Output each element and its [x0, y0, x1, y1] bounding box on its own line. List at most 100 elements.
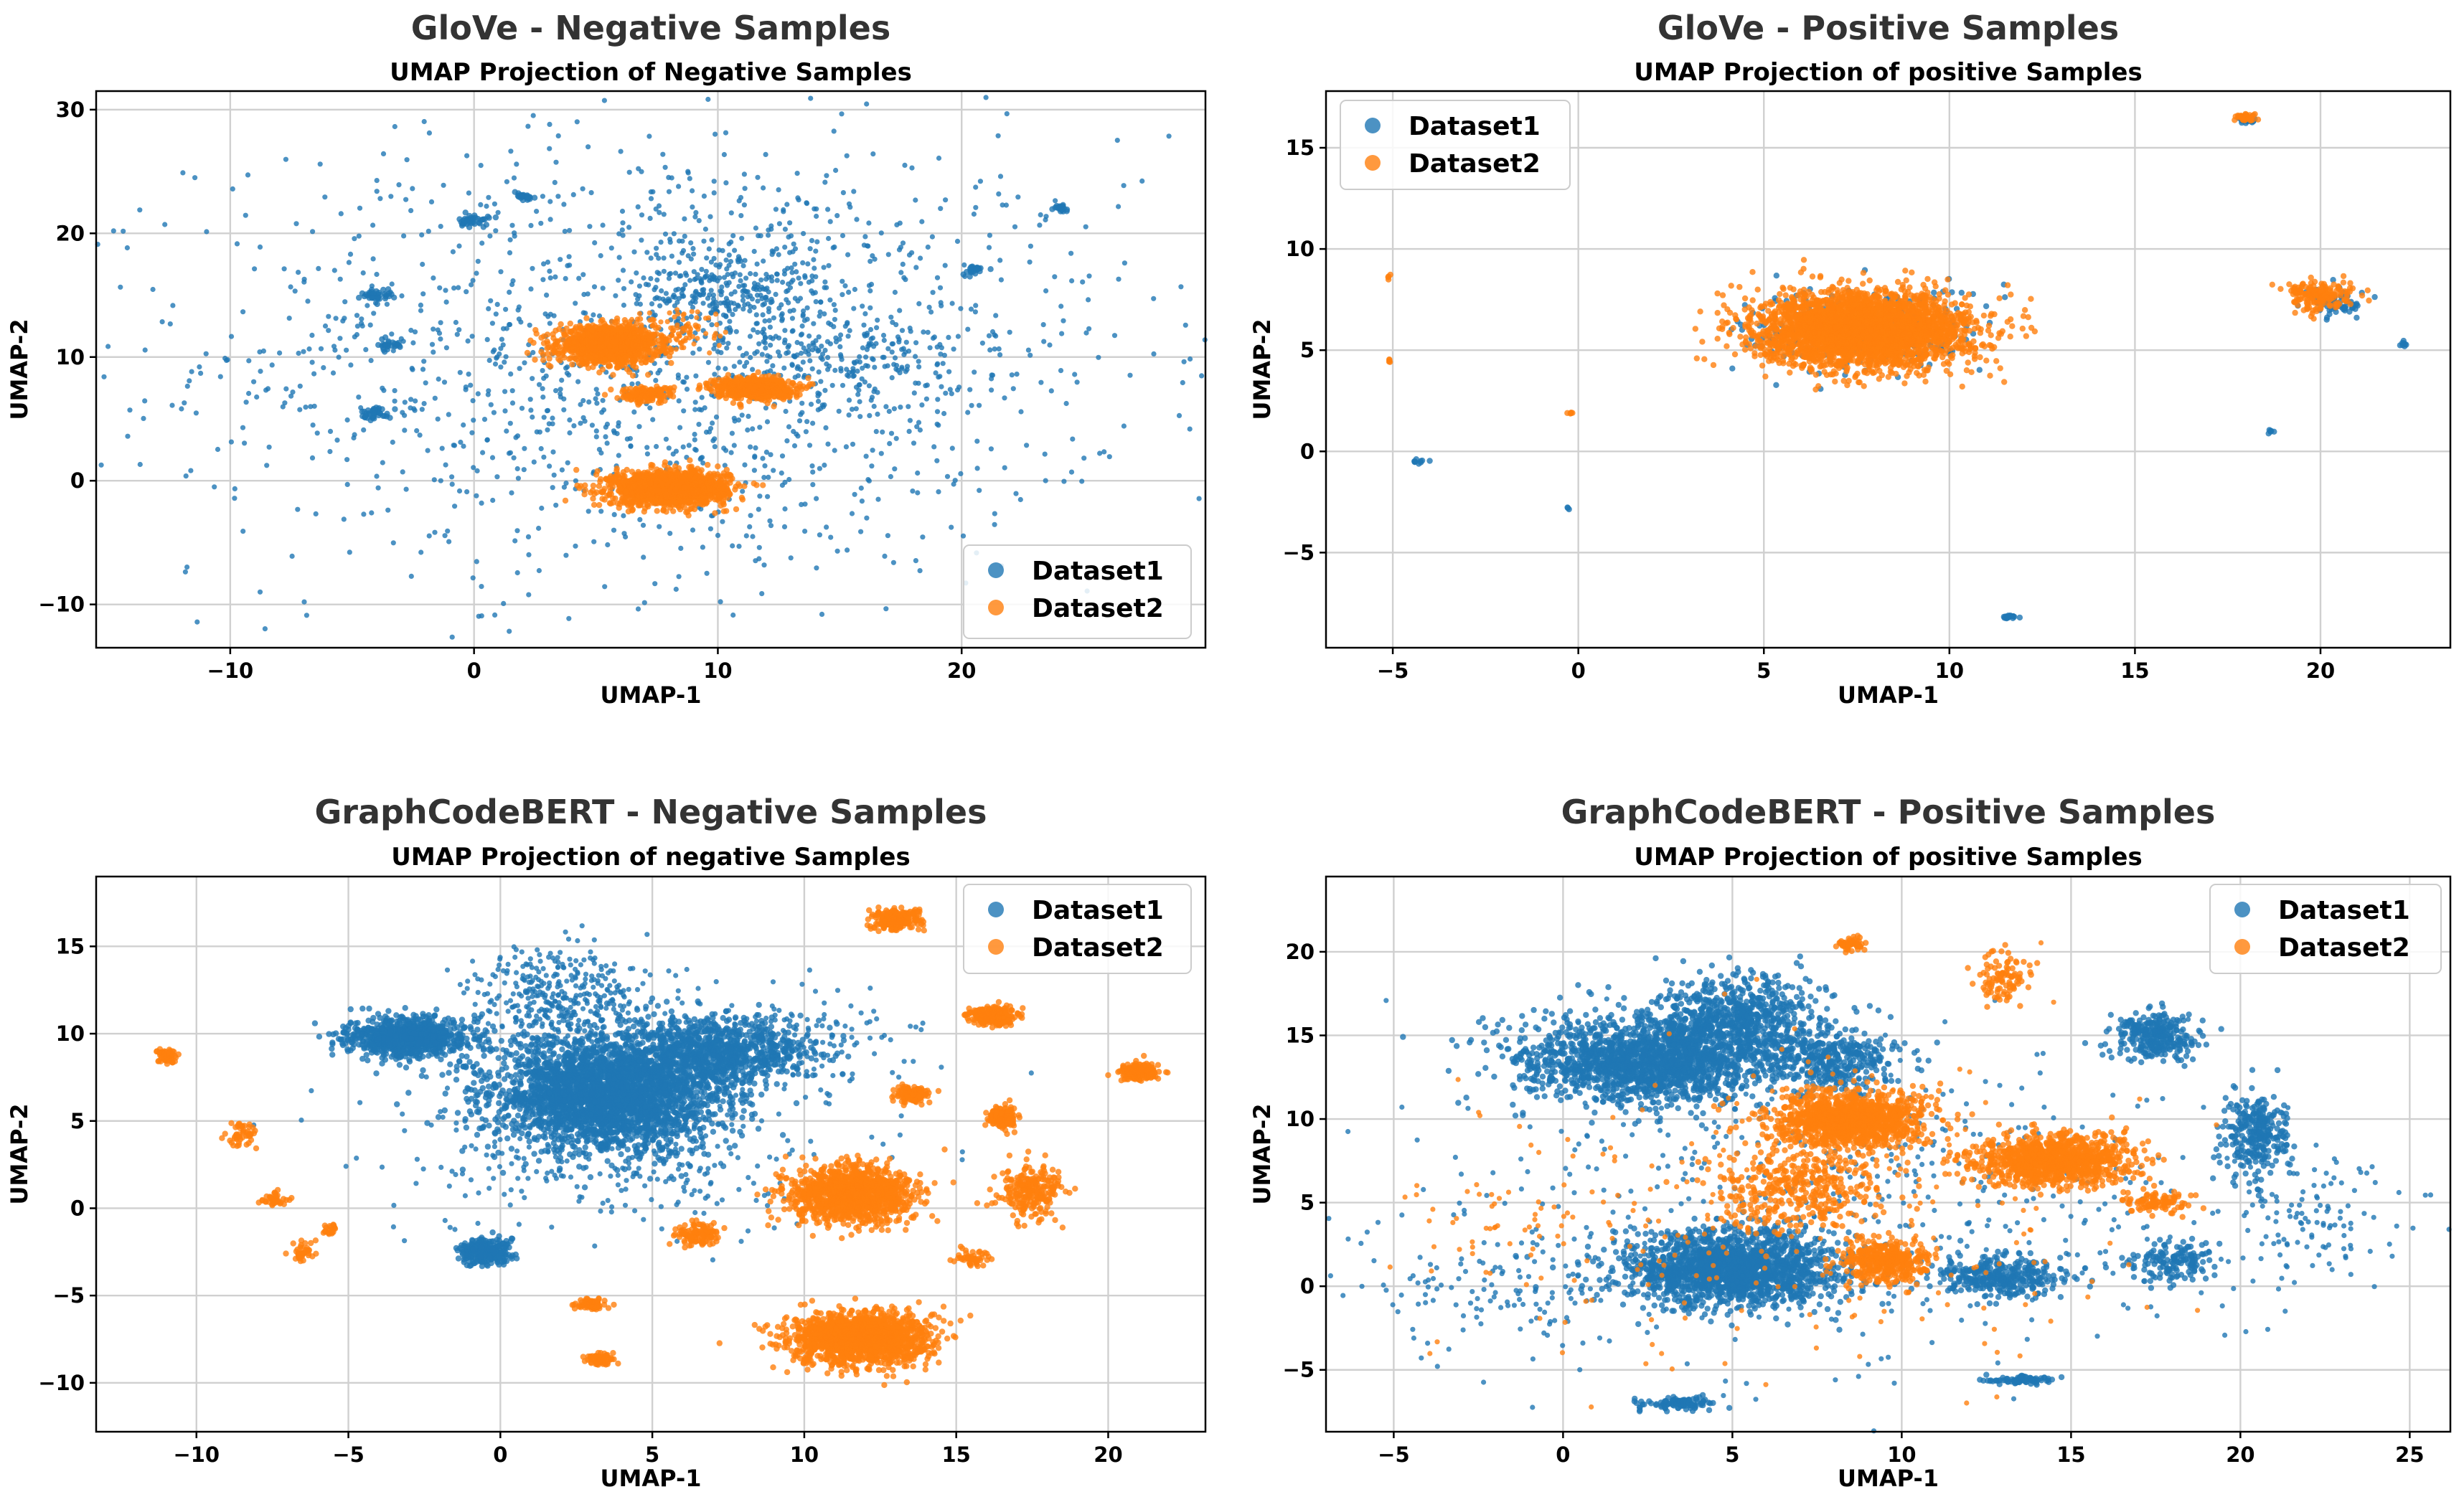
scatter-point [787, 220, 793, 226]
scatter-point [618, 148, 624, 154]
scatter-point [281, 266, 287, 272]
scatter-point [866, 383, 872, 389]
scatter-point [254, 394, 260, 400]
point-cluster [456, 209, 499, 230]
scatter-point [662, 459, 669, 466]
scatter-point [326, 328, 331, 334]
scatter-point [622, 499, 629, 505]
scatter-point [682, 282, 688, 288]
scatter-point [839, 356, 845, 362]
scatter-point [888, 473, 893, 480]
scatter-point [443, 462, 448, 468]
scatter-point [502, 359, 507, 365]
scatter-point [580, 272, 586, 278]
scatter-point [809, 463, 815, 469]
scatter-point [540, 395, 546, 400]
scatter-point [347, 251, 354, 257]
scatter-point [751, 480, 757, 487]
scatter-point [598, 509, 604, 514]
scatter-point [437, 285, 443, 291]
scatter-point [833, 339, 839, 345]
scatter-point [846, 289, 852, 295]
scatter-point [435, 416, 441, 422]
scatter-point [710, 292, 717, 298]
scatter-point [182, 400, 187, 406]
scatter-point [504, 179, 510, 184]
scatter-point [789, 316, 795, 321]
scatter-point [541, 454, 547, 460]
scatter-point [616, 453, 621, 458]
scatter-point [708, 259, 715, 265]
scatter-point [1038, 379, 1044, 385]
scatter-point [316, 265, 321, 271]
scatter-point [789, 362, 795, 367]
scatter-point [686, 443, 692, 448]
scatter-point [934, 275, 941, 280]
scatter-point [742, 462, 748, 468]
scatter-point [964, 268, 970, 275]
scatter-point [530, 376, 535, 382]
scatter-point [641, 275, 646, 281]
scatter-point [681, 408, 687, 414]
scatter-point [659, 288, 664, 294]
scatter-point [937, 285, 944, 291]
scatter-point [899, 346, 905, 352]
scatter-point [935, 397, 941, 402]
scatter-point [690, 204, 695, 210]
scatter-point [763, 151, 768, 157]
scatter-point [637, 484, 644, 491]
scatter-point [640, 351, 647, 359]
scatter-point [602, 356, 608, 363]
scatter-point [403, 197, 409, 202]
scatter-point [536, 567, 542, 574]
scatter-point [834, 548, 840, 554]
scatter-point [412, 329, 418, 335]
scatter-point [538, 349, 545, 355]
scatter-point [1004, 111, 1010, 117]
scatter-point [401, 233, 407, 239]
scatter-point [1061, 318, 1066, 324]
scatter-point [240, 309, 246, 315]
scatter-point [1083, 224, 1088, 230]
scatter-point [764, 419, 771, 425]
scatter-point [387, 415, 393, 421]
scatter-point [707, 526, 714, 532]
scatter-point [456, 488, 463, 494]
scatter-point [739, 412, 745, 418]
scatter-point [666, 189, 672, 194]
scatter-point [740, 263, 746, 269]
scatter-point [826, 235, 832, 242]
scatter-point [334, 438, 340, 443]
scatter-point [654, 443, 659, 450]
scatter-point [992, 346, 997, 352]
scatter-point [621, 513, 626, 519]
scatter-point [1101, 449, 1107, 455]
scatter-point [344, 457, 350, 463]
scatter-point [766, 318, 772, 324]
scatter-point [584, 323, 591, 330]
scatter-point [526, 552, 532, 558]
scatter-point [508, 148, 514, 154]
scatter-point [490, 497, 496, 504]
scatter-point [943, 390, 949, 396]
scatter-point [776, 335, 782, 341]
scatter-point [785, 265, 791, 271]
scatter-point [875, 317, 880, 323]
scatter-point [539, 505, 545, 511]
scatter-point [867, 412, 873, 419]
scatter-point [563, 552, 569, 558]
scatter-point [843, 444, 849, 450]
scatter-point [730, 612, 736, 618]
scatter-point [531, 459, 537, 465]
scatter-point [1037, 222, 1043, 228]
scatter-point [765, 494, 771, 499]
scatter-point [540, 356, 547, 364]
scatter-point [723, 258, 729, 263]
scatter-point [730, 311, 735, 317]
scatter-point [560, 328, 567, 334]
scatter-point [633, 292, 639, 298]
scatter-point [332, 347, 338, 353]
scatter-point [631, 409, 637, 415]
scatter-point [681, 491, 687, 497]
scatter-point [179, 406, 184, 412]
